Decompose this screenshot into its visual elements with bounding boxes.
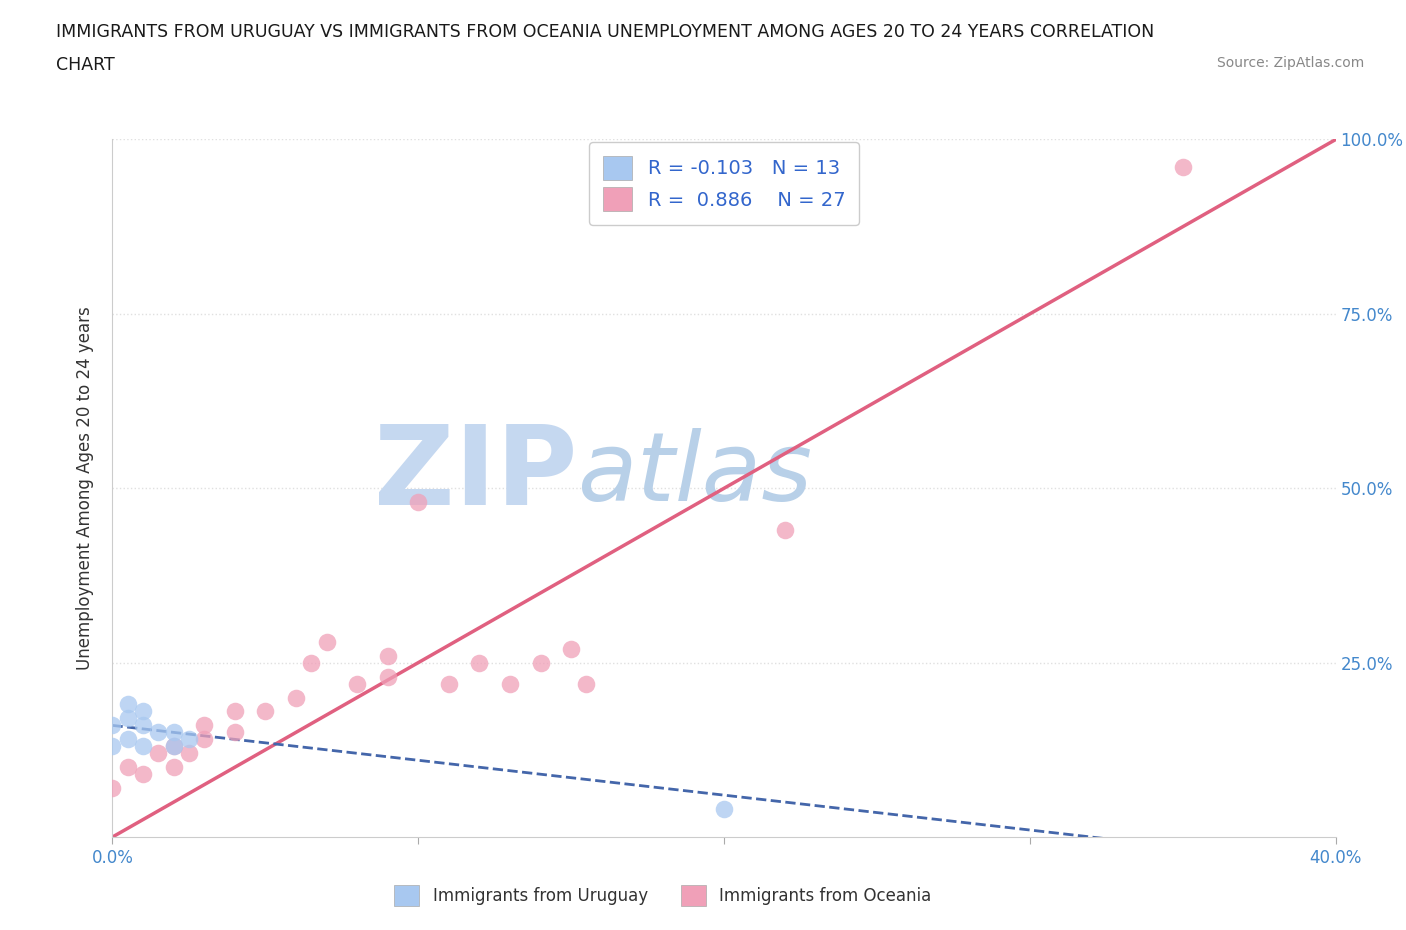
Point xyxy=(299,656,322,671)
Point xyxy=(177,746,200,761)
Point xyxy=(132,718,155,733)
Point xyxy=(101,718,124,733)
Point xyxy=(224,704,246,719)
Point xyxy=(224,725,246,740)
Point xyxy=(377,648,399,663)
Point xyxy=(117,760,139,775)
Point xyxy=(117,711,139,725)
Y-axis label: Unemployment Among Ages 20 to 24 years: Unemployment Among Ages 20 to 24 years xyxy=(76,306,94,671)
Text: IMMIGRANTS FROM URUGUAY VS IMMIGRANTS FROM OCEANIA UNEMPLOYMENT AMONG AGES 20 TO: IMMIGRANTS FROM URUGUAY VS IMMIGRANTS FR… xyxy=(56,23,1154,41)
Point xyxy=(408,495,430,510)
Point xyxy=(775,523,797,538)
Point xyxy=(575,676,598,691)
Text: atlas: atlas xyxy=(578,428,813,521)
Point xyxy=(101,781,124,796)
Point xyxy=(530,656,553,671)
Text: ZIP: ZIP xyxy=(374,420,578,528)
Point xyxy=(254,704,277,719)
Point xyxy=(437,676,460,691)
Point xyxy=(315,634,337,649)
Point xyxy=(117,698,139,712)
Point xyxy=(499,676,522,691)
Text: CHART: CHART xyxy=(56,56,115,73)
Point xyxy=(148,725,170,740)
Point xyxy=(117,732,139,747)
Point xyxy=(1171,160,1194,175)
Point xyxy=(713,802,735,817)
Point xyxy=(132,704,155,719)
Legend: Immigrants from Uruguay, Immigrants from Oceania: Immigrants from Uruguay, Immigrants from… xyxy=(388,879,938,912)
Point xyxy=(284,690,308,705)
Point xyxy=(346,676,368,691)
Point xyxy=(132,738,155,753)
Point xyxy=(163,725,186,740)
Point xyxy=(560,642,582,657)
Point xyxy=(163,738,186,753)
Point xyxy=(193,732,215,747)
Point xyxy=(177,732,200,747)
Point xyxy=(468,656,491,671)
Point xyxy=(132,766,155,781)
Point xyxy=(377,670,399,684)
Point xyxy=(101,738,124,753)
Point xyxy=(148,746,170,761)
Text: Source: ZipAtlas.com: Source: ZipAtlas.com xyxy=(1216,56,1364,70)
Point xyxy=(163,738,186,753)
Point xyxy=(193,718,215,733)
Point xyxy=(163,760,186,775)
